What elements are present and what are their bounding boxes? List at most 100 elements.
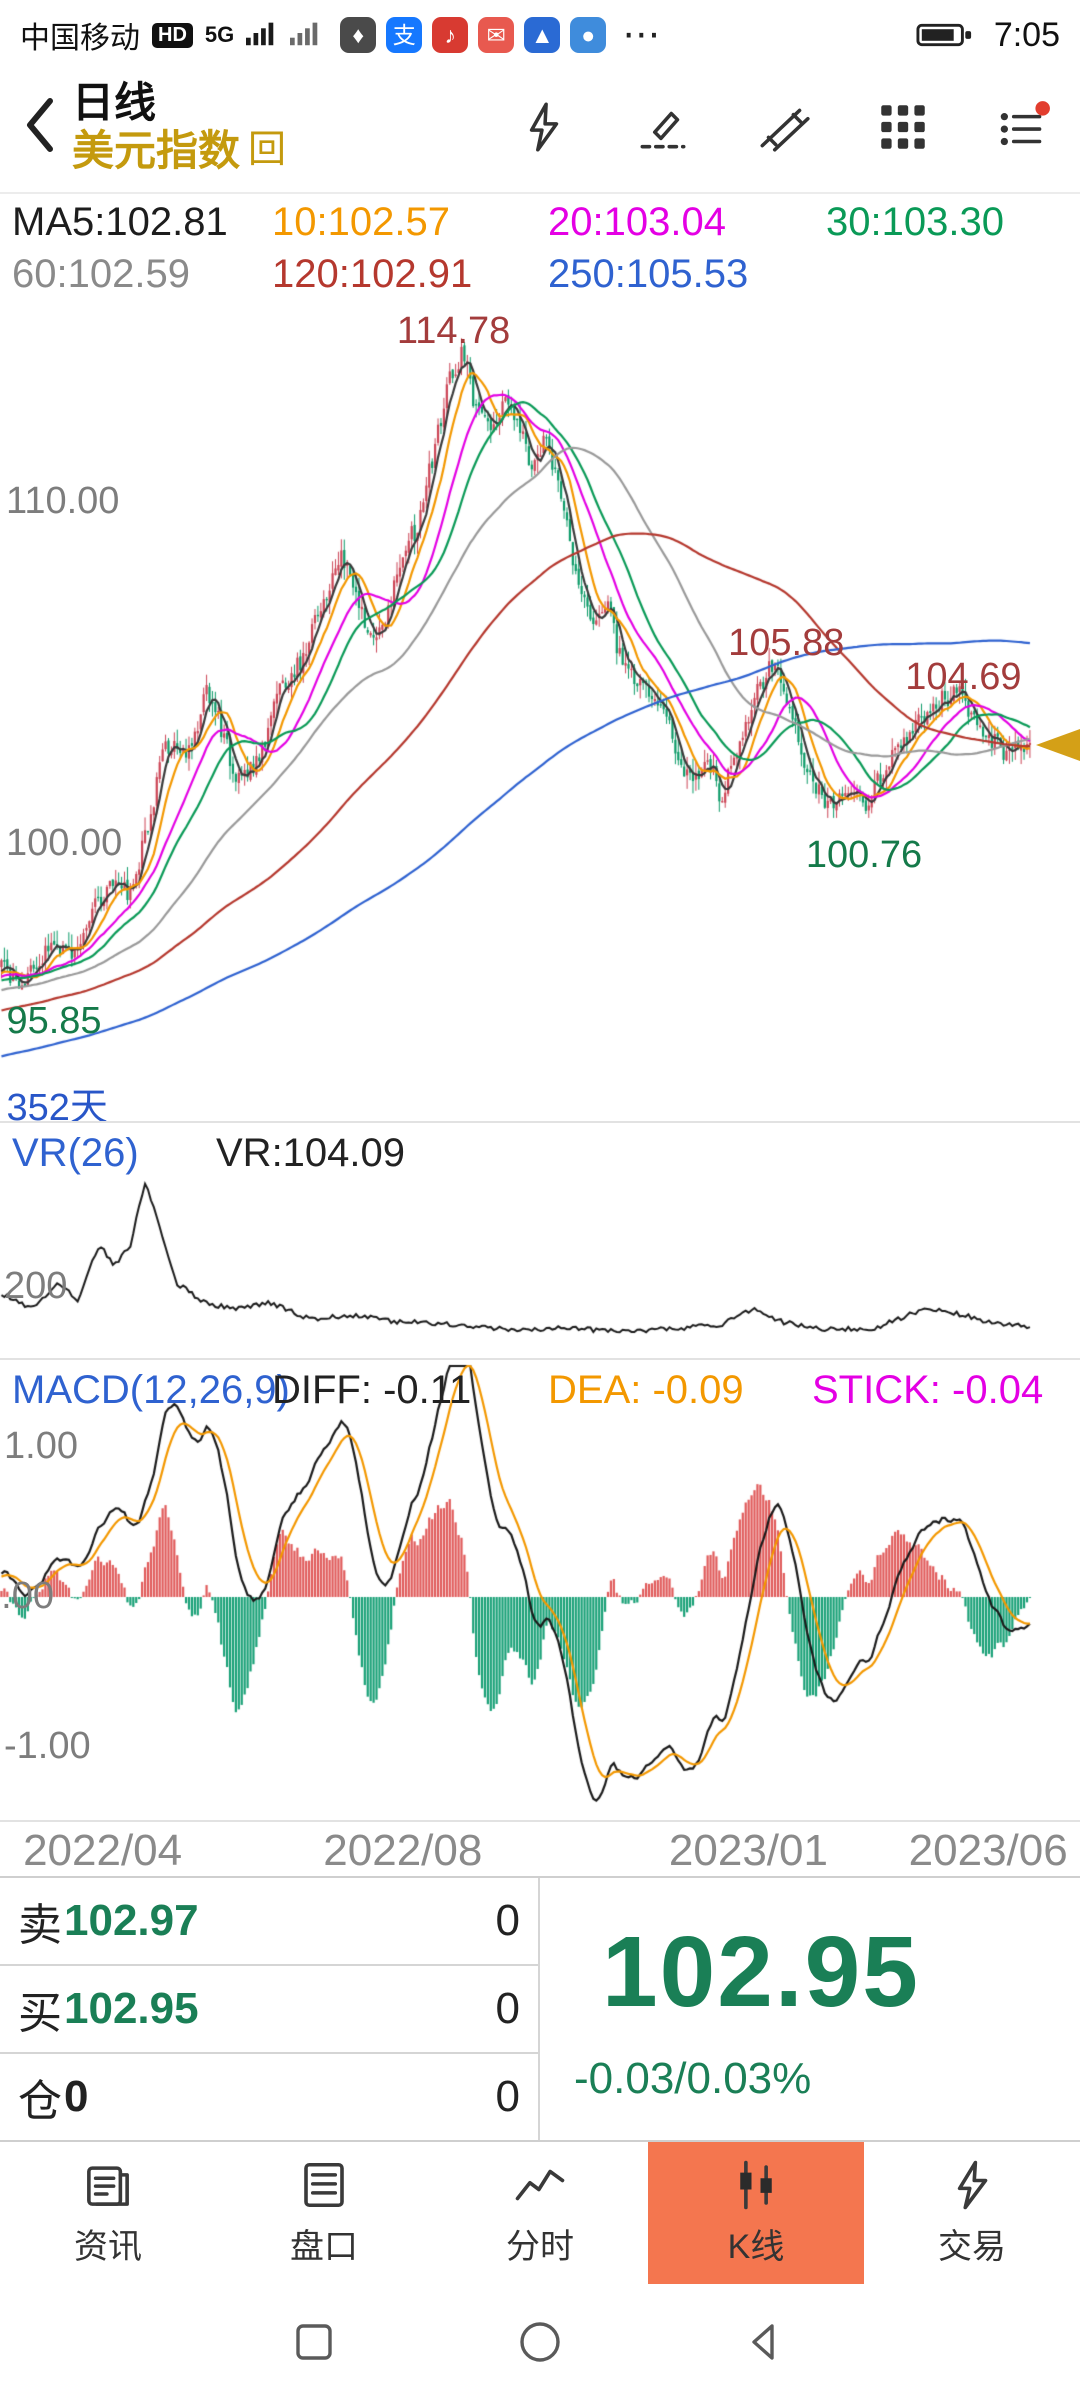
status-bar: 中国移动 HD 5G ♦ 支 ♪ ✉ ▲ ● ⋯ 7:05 [0,0,1080,62]
x-axis-label: 2023/06 [908,1826,1068,1875]
music-icon: ♪ [432,17,469,53]
recent-square-icon[interactable] [286,2314,342,2370]
home-circle-icon[interactable] [512,2314,568,2370]
ma-values-bar: MA5:102.81 10:102.57 20:103.04 30:103.30 60… [0,196,1080,300]
ma-label: 120:102.91 [272,252,473,296]
price-annotation: 352天 [6,1087,108,1121]
mail-icon: ✉ [478,17,515,53]
status-app-icons: ♦ 支 ♪ ✉ ▲ ● [340,17,607,53]
trendline-tool-icon[interactable] [754,98,812,156]
orderbook-icon [297,2158,351,2212]
quote-summary: 102.95 -0.03/0.03% [540,1878,1080,2140]
macd-header-label: MACD(12,26,9) [12,1368,290,1412]
y-axis-label: 100.00 [6,821,123,864]
tab-orderbook[interactable]: 盘口 [216,2142,432,2284]
order-row-qty: 0 [495,1984,520,2033]
vr-header: VR(26) VR:104.09 [0,1131,1080,1181]
candlestick-chart-panel: 110.00 100.00 114.78 105.88 104.69 100.76 95.8… [0,300,1080,1121]
grid-layout-icon[interactable] [874,98,932,156]
kline-icon [729,2158,783,2212]
tab-label: K线 [727,2228,785,2266]
ma-label: MA5:102.81 [12,200,228,244]
indicator-list-icon[interactable] [994,98,1052,156]
paw-icon: ♦ [340,17,377,53]
macd-axis-label: -1.00 [4,1725,91,1767]
macd-header-label: STICK: -0.04 [812,1368,1044,1412]
order-row-qty: 0 [495,2072,520,2121]
back-triangle-icon[interactable] [738,2314,794,2370]
macd-header: MACD(12,26,9) DIFF: -0.11 DEA: -0.09 STICK:… [0,1368,1080,1418]
tab-label: 资讯 [74,2228,142,2266]
order-row-price: 0 [64,2072,89,2121]
x-axis-label: 2022/04 [23,1826,183,1875]
macd-canvas[interactable] [0,1360,1080,1820]
tab-bar: 资讯 盘口 分时 K线 交易 [0,2142,1080,2284]
symbol-badge-icon: 回 [248,129,287,172]
tab-news[interactable]: 资讯 [0,2142,216,2284]
vr-indicator-panel: VR(26) VR:104.09 200 [0,1121,1080,1358]
draw-tool-icon[interactable] [634,98,692,156]
current-price-marker [1036,728,1080,761]
buy-row[interactable]: 买 102.95 0 [0,1966,538,2054]
battery-icon [916,20,974,50]
price-change: -0.03/0.03% [574,2053,812,2103]
macd-indicator-panel: MACD(12,26,9) DIFF: -0.11 DEA: -0.09 STICK:… [0,1358,1080,1820]
y-axis-label: 110.00 [6,479,120,522]
network-label: 5G [204,22,235,47]
tab-trade[interactable]: 交易 [864,2142,1080,2284]
x-axis: 2022/04 2022/08 2023/01 2023/06 [0,1820,1080,1876]
candlestick-canvas[interactable] [0,300,1080,1121]
ma-row-2: 60:102.59 120:102.91 250:105.53 [0,248,1080,300]
price-annotation: 105.88 [728,622,845,664]
price-annotation: 100.76 [805,834,923,876]
ma-label: 250:105.53 [548,252,749,296]
vr-axis-label: 200 [4,1265,68,1307]
macd-header-label: DEA: -0.09 [548,1368,744,1412]
order-row-label: 卖 [18,1901,62,1950]
ma-label: 20:103.04 [548,200,726,244]
timeline-icon [513,2158,567,2212]
sell-row[interactable]: 卖 102.97 0 [0,1878,538,1966]
ma-label: 60:102.59 [12,252,190,296]
tab-label: 分时 [506,2228,574,2266]
hd-badge: HD [152,22,193,48]
signal-bars-icon [246,19,278,52]
title-block: 日线 美元指数 回 [72,79,286,176]
back-button[interactable] [22,92,58,163]
order-row-price: 102.95 [64,1984,199,2033]
edu-icon: ▲ [524,17,561,53]
macd-axis-label: 1.00 [4,1425,78,1467]
tab-label: 盘口 [290,2228,358,2266]
vr-canvas[interactable] [0,1123,1080,1358]
x-axis-label: 2023/01 [668,1826,828,1875]
more-notifications-icon: ⋯ [622,13,661,56]
signal-bars-2-icon [290,19,322,52]
flash-tool-icon[interactable] [514,98,572,156]
symbol-title: 美元指数 [72,127,241,174]
carrier-label: 中国移动 [20,22,140,55]
tab-kline[interactable]: K线 [648,2142,864,2284]
price-annotation: 114.78 [396,310,511,352]
tab-timeline[interactable]: 分时 [432,2142,648,2284]
ma-label: 10:102.57 [272,200,450,244]
ma-row-1: MA5:102.81 10:102.57 20:103.04 30:103.30 [0,196,1080,248]
vr-header-label: VR:104.09 [216,1131,406,1175]
order-row-label: 仓 [18,2077,62,2126]
period-title: 日线 [72,78,157,126]
last-price: 102.95 [602,1915,920,2028]
price-annotation: 104.69 [905,656,1022,698]
chart-header: 日线 美元指数 回 [0,62,1080,194]
trade-icon [945,2158,999,2212]
news-icon [81,2158,135,2212]
order-book: 卖 102.97 0 买 102.95 0 仓 0 0 [0,1878,540,2140]
vr-header-label: VR(26) [12,1131,139,1175]
order-row-qty: 0 [495,1896,520,1945]
tab-label: 交易 [938,2228,1006,2266]
android-nav-bar [0,2284,1080,2400]
clock-label: 7:05 [993,15,1060,54]
order-row-label: 买 [18,1989,62,2038]
browser-icon: ● [570,17,607,53]
order-row-price: 102.97 [64,1896,199,1945]
